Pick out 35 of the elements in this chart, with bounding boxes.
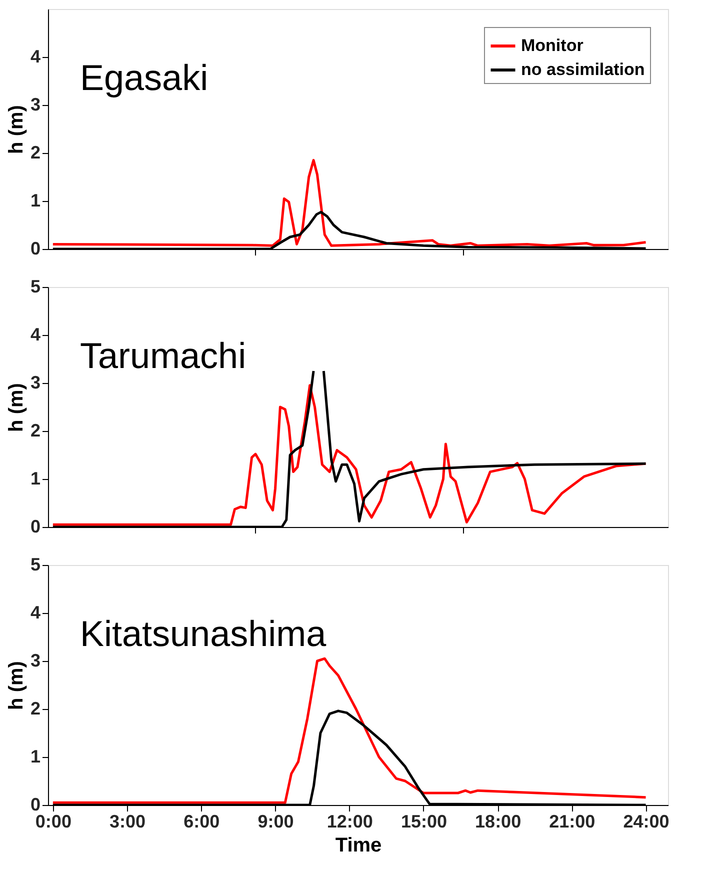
x-tick-label: 12:00	[326, 812, 373, 832]
y-axis-title: h (m)	[5, 661, 28, 710]
x-tick-label: 18:00	[475, 812, 522, 832]
annotation: Tarumachi	[80, 335, 246, 376]
y-tick-label: 1	[30, 468, 40, 488]
annotation: Kitatsunashima	[80, 613, 328, 654]
y-tick-label: 2	[30, 698, 40, 718]
x-axis-title: Time	[335, 834, 382, 856]
annotation: Egasaki	[80, 57, 208, 98]
y-tick-label: 2	[30, 142, 40, 162]
y-tick-label: 3	[30, 94, 40, 114]
y-tick-label: 0	[30, 794, 40, 814]
y-tick-label: 4	[30, 324, 40, 344]
y-tick-label: 3	[30, 372, 40, 392]
y-tick-label: 3	[30, 650, 40, 670]
x-tick-label: 21:00	[549, 812, 596, 832]
x-tick-label: 6:00	[184, 812, 220, 832]
y-tick-label: 4	[30, 46, 40, 66]
y-tick-label: 1	[30, 190, 40, 210]
x-tick-label: 0:00	[35, 812, 72, 832]
y-tick-label: 1	[30, 746, 40, 766]
x-tick-label: 3:00	[110, 812, 146, 832]
y-axis-title: h (m)	[5, 383, 28, 432]
y-tick-label: 0	[30, 516, 40, 536]
x-tick-label: 9:00	[258, 812, 294, 832]
y-tick-label: 0	[30, 238, 40, 258]
y-tick-label: 4	[30, 602, 40, 622]
legend-label: no assimilation	[521, 60, 645, 79]
y-tick-label: 2	[30, 420, 40, 440]
legend-label: Monitor	[521, 36, 584, 55]
y-tick-label: 5	[30, 554, 40, 574]
x-tick-label: 15:00	[400, 812, 447, 832]
y-tick-label: 5	[30, 276, 40, 296]
x-tick-label: 24:00	[623, 812, 670, 832]
y-axis-title: h (m)	[5, 105, 28, 154]
